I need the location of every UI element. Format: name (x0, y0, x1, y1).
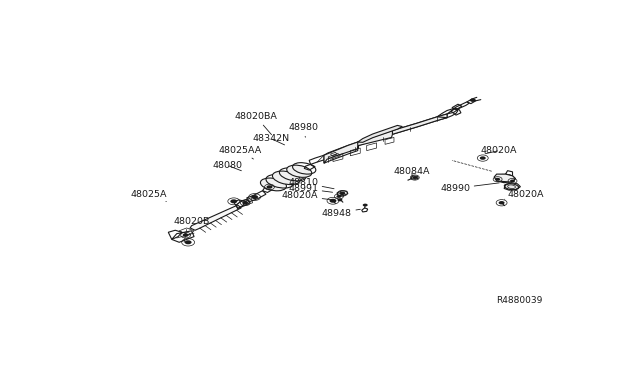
Polygon shape (324, 142, 359, 163)
Circle shape (182, 233, 189, 237)
Text: 48020A: 48020A (481, 146, 517, 155)
Circle shape (339, 192, 346, 195)
Text: 48991: 48991 (288, 184, 333, 193)
Polygon shape (190, 205, 241, 230)
Text: 48020A: 48020A (504, 190, 544, 199)
Ellipse shape (260, 178, 287, 191)
Circle shape (185, 240, 191, 244)
Text: 48980: 48980 (288, 123, 318, 137)
Circle shape (337, 195, 341, 198)
Circle shape (495, 178, 500, 181)
Text: 48080: 48080 (213, 161, 243, 171)
Text: 48020B: 48020B (174, 217, 211, 228)
Ellipse shape (273, 171, 300, 185)
Text: 48025A: 48025A (130, 190, 166, 202)
Circle shape (499, 201, 504, 205)
Circle shape (412, 176, 417, 179)
Circle shape (251, 195, 258, 199)
Text: 48020BA: 48020BA (235, 112, 278, 135)
Text: 48342N: 48342N (252, 134, 289, 145)
Polygon shape (358, 125, 403, 142)
Circle shape (230, 199, 237, 203)
Circle shape (330, 199, 337, 203)
Circle shape (266, 185, 273, 189)
Ellipse shape (287, 165, 312, 177)
Circle shape (470, 99, 476, 102)
Text: R4880039: R4880039 (496, 296, 542, 305)
Circle shape (363, 203, 367, 206)
Text: 48020A: 48020A (282, 191, 332, 201)
Circle shape (510, 180, 515, 182)
Text: 48084A: 48084A (394, 167, 430, 176)
Text: 48810: 48810 (288, 178, 334, 189)
Circle shape (242, 201, 248, 205)
Polygon shape (494, 174, 515, 182)
Text: 48948: 48948 (322, 209, 360, 218)
Polygon shape (324, 114, 447, 159)
Circle shape (480, 156, 486, 160)
Polygon shape (497, 174, 515, 183)
Polygon shape (358, 131, 392, 149)
Circle shape (337, 198, 342, 201)
Text: 48025AA: 48025AA (218, 145, 261, 159)
Text: 48990: 48990 (440, 183, 499, 193)
Polygon shape (392, 114, 447, 134)
Polygon shape (504, 183, 520, 190)
